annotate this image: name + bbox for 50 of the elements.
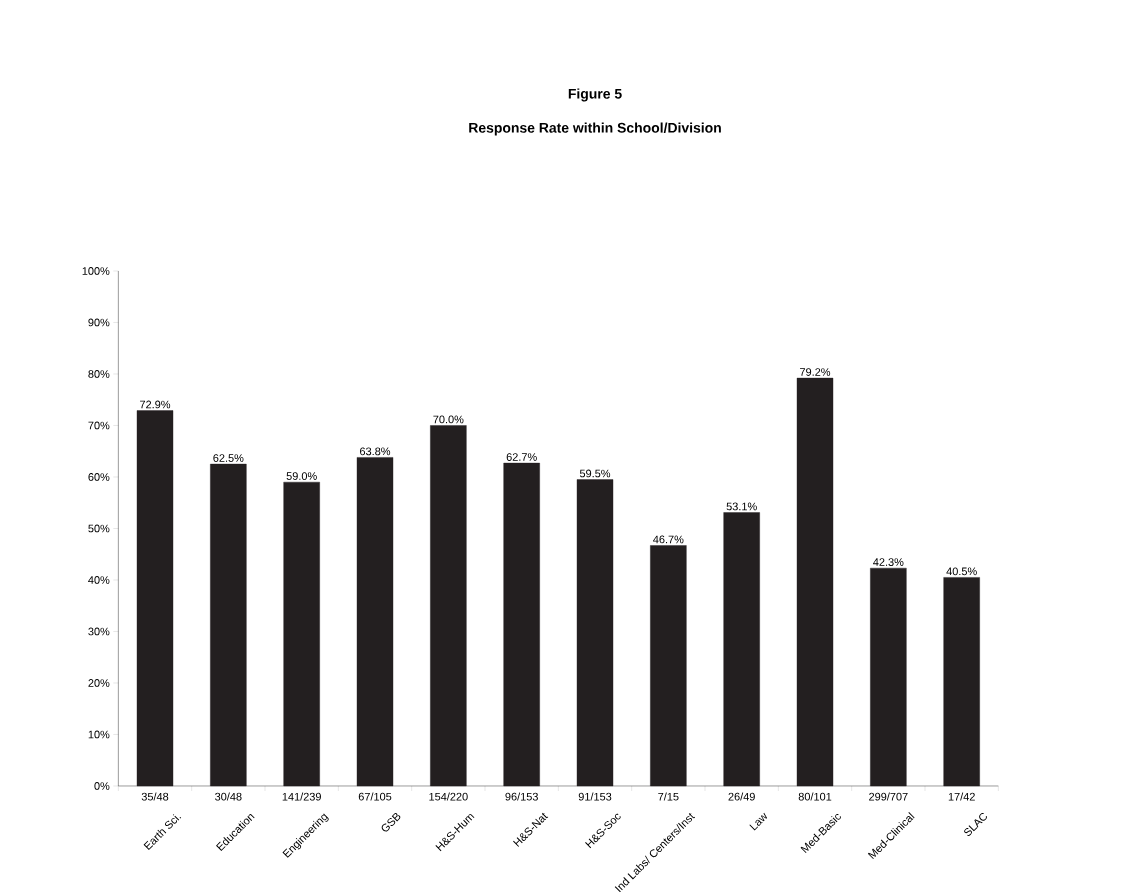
bar bbox=[283, 481, 320, 787]
y-tick-label: 40% bbox=[88, 576, 110, 584]
bar bbox=[723, 512, 760, 787]
y-tick-label: 30% bbox=[88, 627, 110, 636]
bar bbox=[650, 545, 687, 787]
text: 80/101 bbox=[798, 792, 832, 801]
chart-title: Figure 5 bbox=[568, 88, 622, 102]
y-tick-label: 20% bbox=[88, 679, 110, 687]
data-label: 53.1% bbox=[726, 502, 757, 511]
text: 299/707 bbox=[869, 792, 908, 801]
bar bbox=[430, 425, 467, 787]
text: 154/220 bbox=[429, 792, 468, 801]
text: 141/239 bbox=[282, 792, 321, 801]
text: 30/48 bbox=[215, 792, 242, 801]
bar bbox=[356, 457, 394, 787]
data-label: 63.8% bbox=[360, 447, 391, 456]
data-label: 72.9% bbox=[140, 400, 171, 409]
y-tick-label: 100% bbox=[82, 267, 110, 275]
bar bbox=[576, 479, 614, 787]
data-label: 40.5% bbox=[946, 567, 977, 576]
y-tick-label: 0% bbox=[94, 782, 110, 790]
y-tick-label: 50% bbox=[88, 524, 110, 533]
text: 35/48 bbox=[141, 792, 169, 801]
data-label: 42.3% bbox=[873, 558, 904, 566]
text: 96/153 bbox=[505, 792, 538, 801]
data-label: 59.0% bbox=[286, 472, 317, 480]
bar bbox=[503, 462, 540, 787]
data-label: 46.7% bbox=[653, 535, 684, 544]
text: 26/49 bbox=[728, 792, 755, 801]
y-tick-label: 10% bbox=[88, 730, 110, 739]
y-tick-label: 70% bbox=[88, 421, 110, 430]
data-label: 62.5% bbox=[213, 454, 244, 462]
bar bbox=[943, 577, 980, 787]
x-tick-label: Law bbox=[749, 812, 768, 831]
text: 17/42 bbox=[948, 792, 975, 801]
y-tick-label: 60% bbox=[88, 473, 110, 481]
text: 91/153 bbox=[578, 792, 612, 801]
bar bbox=[210, 463, 247, 787]
bar bbox=[136, 410, 174, 787]
data-label: 62.7% bbox=[506, 453, 537, 461]
data-label: 59.5% bbox=[579, 469, 611, 478]
text: 67/105 bbox=[358, 792, 392, 801]
bar bbox=[796, 377, 834, 787]
bar bbox=[870, 567, 907, 787]
y-tick-label: 80% bbox=[88, 370, 110, 378]
y-tick-label: 90% bbox=[88, 318, 110, 327]
text: 7/15 bbox=[658, 792, 679, 801]
data-label: 70.0% bbox=[433, 415, 464, 424]
chart-subtitle: Response Rate within School/Division bbox=[469, 122, 721, 136]
data-label: 79.2% bbox=[800, 368, 831, 376]
